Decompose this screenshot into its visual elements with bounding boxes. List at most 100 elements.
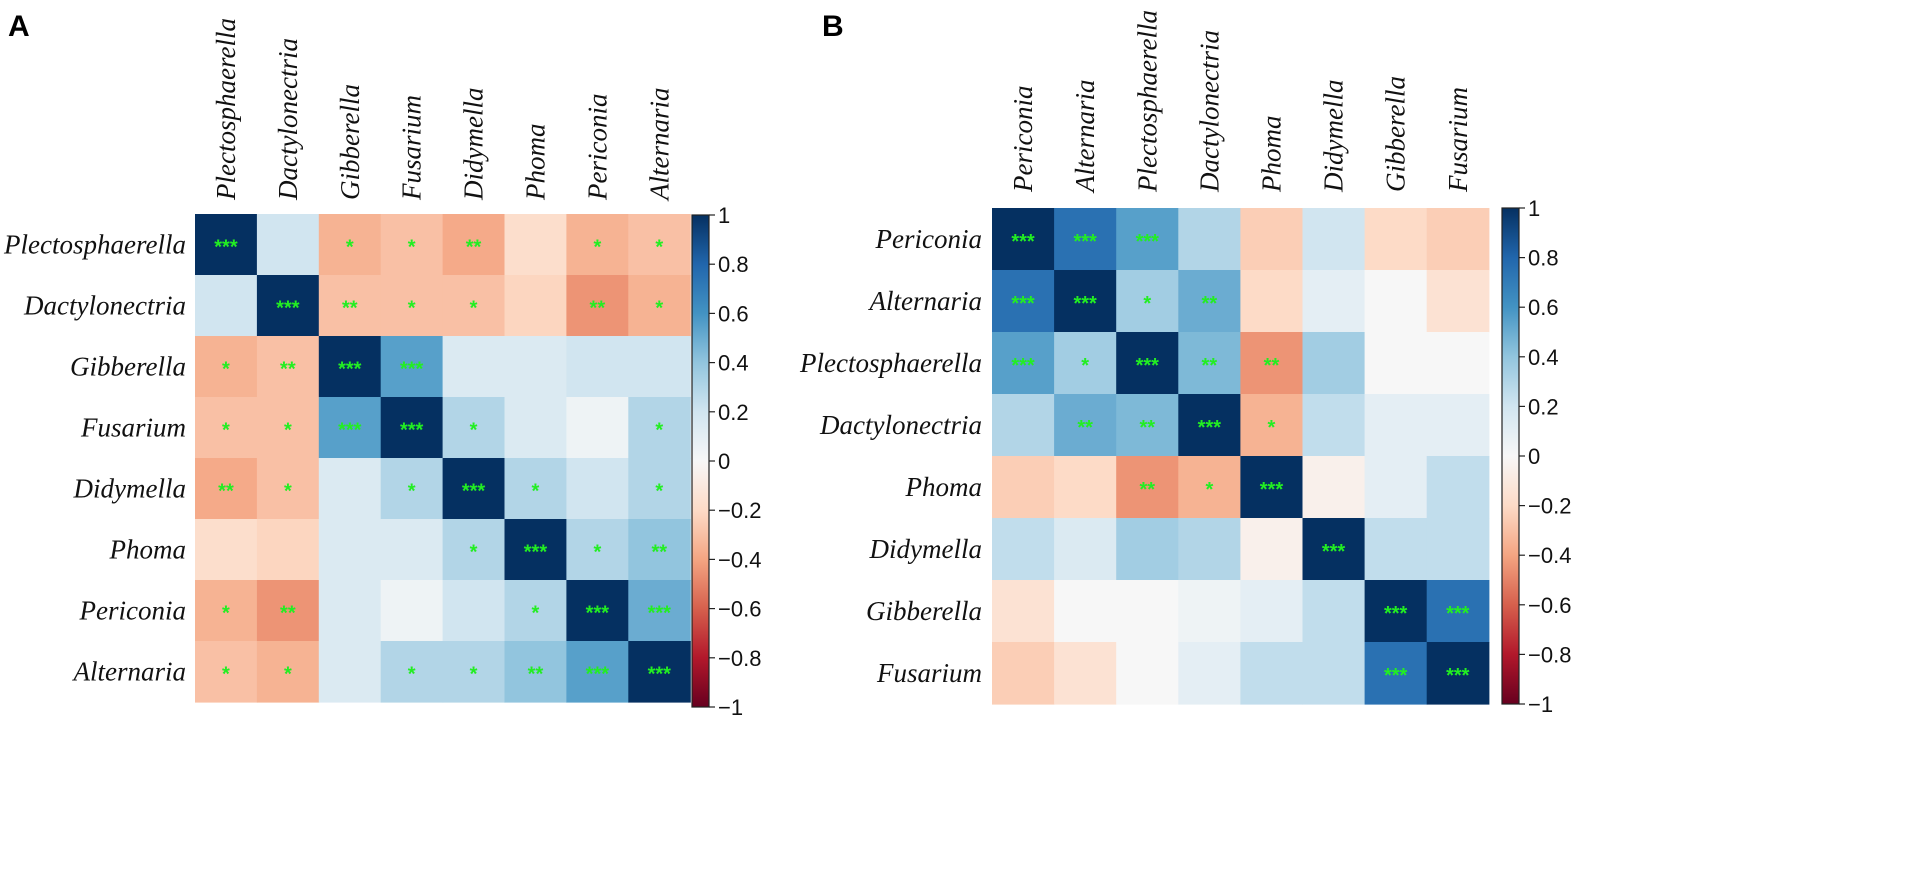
heatmap-cell — [1240, 580, 1304, 643]
row-label: Plectosphaerella — [3, 230, 186, 260]
significance-marker: ** — [466, 237, 482, 259]
heatmap-cell — [566, 336, 629, 398]
significance-marker: *** — [1384, 665, 1408, 687]
significance-marker: * — [408, 664, 416, 686]
significance-marker: * — [532, 603, 540, 625]
heatmap-cell — [992, 456, 1055, 519]
significance-marker: ** — [218, 481, 234, 503]
significance-marker: * — [655, 298, 663, 320]
heatmap-cell — [380, 336, 444, 398]
heatmap-cell — [1116, 394, 1179, 457]
heatmap-cell — [504, 580, 567, 642]
significance-marker: * — [470, 420, 478, 442]
heatmap-cell — [318, 336, 382, 398]
significance-marker: ** — [1139, 417, 1155, 439]
heatmap-cell — [1426, 270, 1490, 333]
significance-marker: * — [1143, 293, 1151, 315]
heatmap-cell — [1178, 332, 1241, 395]
colorbar-tick-label: −1 — [1528, 692, 1553, 717]
heatmap-cell — [318, 519, 382, 581]
heatmap-cell — [1240, 456, 1304, 519]
significance-marker: *** — [648, 664, 672, 686]
significance-marker: *** — [1011, 355, 1035, 377]
significance-marker: * — [1268, 417, 1276, 439]
column-label: Didymella — [1319, 80, 1349, 193]
significance-marker: * — [284, 420, 292, 442]
column-label: Phoma — [1256, 116, 1286, 194]
heatmap-cell — [1302, 456, 1366, 519]
heatmap-cell — [504, 214, 567, 276]
heatmap-cell — [1054, 394, 1117, 457]
heatmap-cell — [566, 519, 629, 581]
column-label: Fusarium — [1443, 87, 1473, 193]
significance-marker: ** — [280, 359, 296, 381]
colorbar-tick-label: 0.2 — [1528, 394, 1559, 419]
row-label: Gibberella — [70, 352, 186, 382]
colorbar-tick-label: 0.6 — [1528, 295, 1559, 320]
heatmap-cell — [195, 214, 258, 276]
significance-marker: *** — [1322, 541, 1346, 563]
heatmap-panel-a: A Plectosphaerella Dactylonectria Gibberel… — [3, 10, 761, 720]
significance-marker: ** — [342, 298, 358, 320]
heatmap-cell — [1240, 518, 1304, 581]
significance-marker: ** — [1139, 479, 1155, 501]
significance-marker: *** — [1446, 665, 1470, 687]
significance-marker: *** — [1384, 603, 1408, 625]
heatmap-cell — [504, 641, 567, 703]
colorbar-tick-label: 1 — [718, 203, 730, 228]
heatmap-cell — [566, 397, 629, 459]
significance-marker: *** — [1136, 231, 1160, 253]
significance-marker: *** — [214, 237, 238, 259]
row-label: Alternaria — [868, 286, 983, 316]
significance-marker: * — [222, 603, 230, 625]
heatmap-cell — [1364, 332, 1428, 395]
heatmap-panel-b: B Periconia Alternaria Plectosphaerella Dac… — [799, 10, 1571, 717]
heatmap-cell — [1178, 208, 1241, 271]
heatmap-cell — [1054, 456, 1117, 519]
heatmap-cell — [628, 458, 691, 520]
colorbar-tick-label: −0.2 — [1528, 494, 1571, 519]
colorbar-tick-label: 0.8 — [1528, 246, 1559, 271]
significance-marker: * — [284, 664, 292, 686]
significance-marker: ** — [528, 664, 544, 686]
significance-marker: * — [655, 420, 663, 442]
colorbar-tick-label: −0.4 — [1528, 543, 1571, 568]
heatmap-cell — [318, 397, 382, 459]
significance-marker: * — [655, 481, 663, 503]
heatmap-cell — [380, 580, 444, 642]
significance-marker: ** — [1077, 417, 1093, 439]
heatmap-cell — [1302, 208, 1366, 271]
heatmap-cell — [256, 336, 320, 398]
significance-marker: ** — [280, 603, 296, 625]
significance-marker: * — [222, 420, 230, 442]
column-label: Gibberella — [335, 84, 365, 200]
row-label: Dactylonectria — [23, 291, 186, 321]
heatmap-cell — [195, 458, 258, 520]
heatmap-cell — [1364, 518, 1428, 581]
heatmap-cell — [195, 275, 258, 337]
colorbar-tick-label: 0 — [718, 449, 730, 474]
heatmap-cell — [1054, 270, 1117, 333]
colorbar-tick-label: 1 — [1528, 196, 1540, 221]
significance-marker: * — [222, 664, 230, 686]
significance-marker: *** — [1011, 293, 1035, 315]
significance-marker: * — [408, 481, 416, 503]
heatmap-cell — [1240, 270, 1304, 333]
significance-marker: *** — [1136, 355, 1160, 377]
heatmap-cell — [992, 518, 1055, 581]
heatmap-cell — [442, 336, 506, 398]
heatmap-cell — [1054, 580, 1117, 643]
significance-marker: * — [346, 237, 354, 259]
column-label: Plectosphaerella — [1132, 10, 1162, 193]
significance-marker: *** — [1073, 231, 1097, 253]
colorbar-tick-label: 0.4 — [1528, 345, 1559, 370]
heatmap-cell — [1302, 580, 1366, 643]
heatmap-cell — [318, 214, 382, 276]
significance-marker: *** — [338, 359, 362, 381]
heatmap-cell — [1426, 456, 1490, 519]
heatmap-cell — [1054, 518, 1117, 581]
significance-marker: * — [222, 359, 230, 381]
heatmap-cell — [318, 458, 382, 520]
heatmap-cell — [442, 214, 506, 276]
heatmap-cell — [1116, 456, 1179, 519]
